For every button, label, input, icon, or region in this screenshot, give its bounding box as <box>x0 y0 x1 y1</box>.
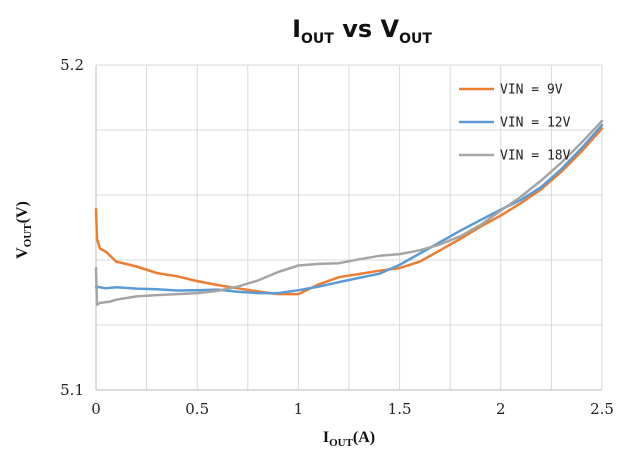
x-tick-label: 1.5 <box>388 400 412 418</box>
legend-label: VIN = 9V <box>500 83 563 98</box>
x-tick-label: 0.5 <box>185 400 209 418</box>
x-tick-label: 2 <box>496 400 506 418</box>
tick-labels: 0 0.5 1 1.5 2 2.5 5.1 5.2 <box>60 56 614 418</box>
legend: VIN = 9V VIN = 12V VIN = 18V <box>459 83 571 164</box>
y-tick-label: 5.2 <box>60 56 84 74</box>
x-tick-label: 2.5 <box>590 400 614 418</box>
legend-label: VIN = 18V <box>500 149 571 164</box>
series-line-3 <box>94 119 604 307</box>
y-tick-label: 5.1 <box>60 381 84 399</box>
y-axis-label: VOUT(V) <box>14 201 34 259</box>
x-tick-label: 1 <box>294 400 304 418</box>
series-line-2 <box>94 123 604 295</box>
series-line-1 <box>94 127 604 296</box>
y-axis-label-group: VOUT(V) <box>14 201 34 259</box>
series <box>94 119 604 307</box>
x-axis-label: IOUT(A) <box>323 429 375 449</box>
chart-title: IOUT vs VOUT <box>292 15 432 47</box>
x-tick-label: 0 <box>91 400 101 418</box>
legend-label: VIN = 12V <box>500 116 571 131</box>
